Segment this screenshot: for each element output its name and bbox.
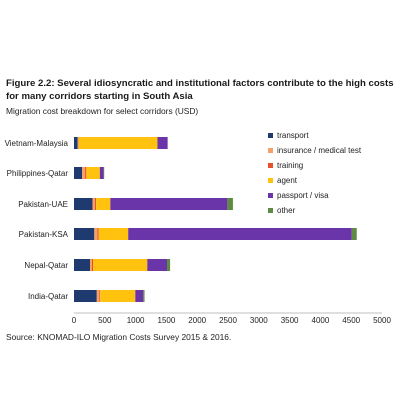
x-tick-label: 4000 (312, 316, 330, 325)
legend-label: insurance / medical test (277, 146, 362, 155)
legend-swatch (268, 148, 273, 153)
bar-segment-agent (96, 198, 111, 210)
legend-swatch (268, 193, 273, 198)
bar-segment-training (78, 137, 79, 149)
bar-segment-insurance-medical-test (77, 137, 79, 149)
bar-segment-training (97, 228, 99, 240)
legend-swatch (268, 178, 273, 183)
bar-segment-other (351, 228, 357, 240)
bar-segment-passport-visa (110, 198, 228, 210)
x-tick-label: 2500 (219, 316, 237, 325)
category-label: Philippines-Qatar (7, 169, 69, 178)
bar-segment-transport (74, 167, 83, 179)
legend-label: passport / visa (277, 191, 329, 200)
category-label: Vietnam-Malaysia (5, 139, 69, 148)
bar-segment-training (94, 198, 97, 210)
bar-segment-agent (98, 228, 129, 240)
x-tick-label: 3000 (250, 316, 268, 325)
bar-segment-agent (100, 290, 136, 302)
bar-segment-insurance-medical-test (94, 228, 98, 240)
category-label: India-Qatar (28, 292, 68, 301)
legend-label: agent (277, 176, 298, 185)
bar-segment-other (227, 198, 233, 210)
bar-segment-agent (93, 259, 148, 271)
bar-segment-agent (78, 137, 158, 149)
x-tick-label: 1000 (127, 316, 145, 325)
bar-segment-insurance-medical-test (92, 198, 95, 210)
bar-segment-insurance-medical-test (82, 167, 86, 179)
legend-label: other (277, 206, 296, 215)
legend-label: training (277, 161, 303, 170)
x-tick-label: 5000 (373, 316, 391, 325)
bar-segment-agent (86, 167, 100, 179)
bar-segment-passport-visa (128, 228, 352, 240)
legend-swatch (268, 208, 273, 213)
bar-segment-other (143, 290, 145, 302)
category-label: Pakistan-KSA (19, 230, 69, 239)
category-label: Nepal-Qatar (24, 261, 68, 270)
x-tick-label: 4500 (342, 316, 360, 325)
category-label: Pakistan-UAE (18, 200, 68, 209)
bar-segment-transport (74, 228, 95, 240)
bar-segment-other (167, 259, 171, 271)
legend-swatch (268, 163, 273, 168)
x-tick-label: 0 (72, 316, 77, 325)
bar-segment-passport-visa (135, 290, 144, 302)
bar-segment-transport (74, 290, 97, 302)
bar-segment-passport-visa (147, 259, 168, 271)
bar-segment-insurance-medical-test (96, 290, 100, 302)
x-tick-label: 2000 (188, 316, 206, 325)
bar-segment-training (91, 259, 94, 271)
chart-title: Figure 2.2: Several idiosyncratic and in… (6, 78, 394, 102)
bar-segment-insurance-medical-test (90, 259, 92, 271)
x-tick-label: 500 (98, 316, 112, 325)
source-note: Source: KNOMAD-ILO Migration Costs Surve… (6, 332, 232, 342)
bar-segment-transport (74, 137, 78, 149)
legend-swatch (268, 133, 273, 138)
bar-segment-passport-visa (157, 137, 168, 149)
legend-label: transport (277, 131, 309, 140)
chart-subtitle: Migration cost breakdown for select corr… (6, 106, 199, 116)
bar-segment-other (103, 167, 105, 179)
bar-segment-transport (74, 198, 93, 210)
x-tick-label: 3500 (281, 316, 299, 325)
bar-segment-training (99, 290, 101, 302)
bar-segment-training (85, 167, 87, 179)
bar-segment-transport (74, 259, 91, 271)
bar-segment-passport-visa (99, 167, 104, 179)
x-tick-label: 1500 (158, 316, 176, 325)
